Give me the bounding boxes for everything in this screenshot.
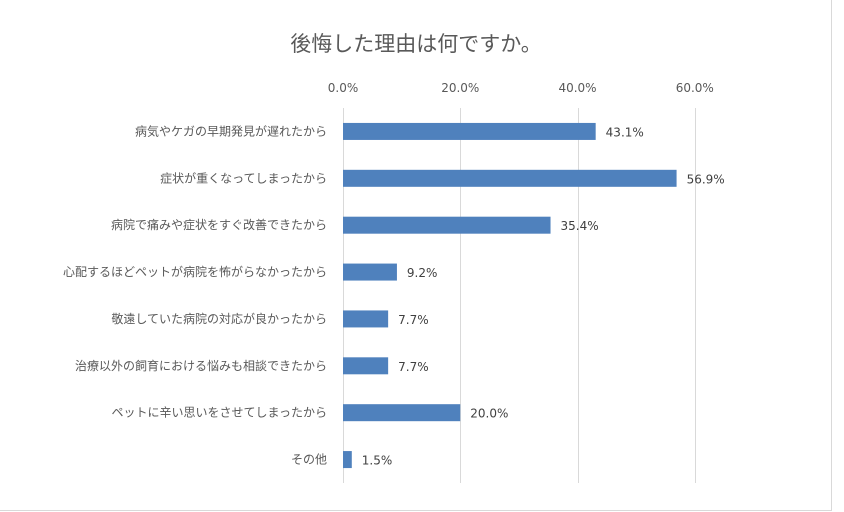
bar: [343, 451, 352, 469]
category-label: ペットに辛い思いをさせてしまったから: [111, 406, 327, 420]
data-label: 7.7%: [398, 313, 429, 327]
data-labels: 43.1% 56.9% 35.4% 9.2% 7.7% 7.7% 20.0% 1.5%: [362, 125, 725, 467]
category-label: 症状が重くなってしまったから: [160, 170, 327, 185]
category-label: 病院で痛みや症状をすぐ改善できたから: [111, 217, 327, 232]
x-tick-label: 60.0%: [676, 81, 714, 95]
x-axis-ticks: 0.0% 20.0% 40.0% 60.0%: [328, 81, 714, 95]
bar: [343, 169, 677, 187]
category-label: 治療以外の飼育における悩みも相談できたから: [75, 358, 327, 373]
data-label: 43.1%: [606, 125, 644, 139]
data-label: 7.7%: [398, 360, 429, 374]
gridlines: [343, 108, 696, 483]
chart-title: 後悔した理由は何ですか。: [290, 32, 542, 56]
data-label: 20.0%: [470, 407, 508, 421]
bar: [343, 216, 551, 234]
data-label: 9.2%: [407, 266, 438, 280]
category-label: 敬遠していた病院の対応が良かったから: [111, 311, 327, 326]
data-label: 1.5%: [362, 454, 393, 468]
category-label: その他: [291, 453, 327, 467]
bar: [343, 404, 461, 422]
bar: [343, 310, 389, 328]
x-tick-label: 40.0%: [558, 81, 596, 95]
bar: [343, 263, 397, 281]
data-label: 56.9%: [687, 172, 725, 186]
x-tick-label: 20.0%: [441, 81, 479, 95]
x-tick-label: 0.0%: [328, 81, 359, 95]
bar: [343, 357, 389, 375]
bars: [343, 122, 677, 469]
category-label: 病気やケガの早期発見が遅れたから: [135, 123, 327, 138]
bar: [343, 122, 596, 140]
category-label: 心配するほどペットが病院を怖がらなかったから: [63, 264, 327, 279]
category-labels: 病気やケガの早期発見が遅れたから症状が重くなってしまったから病院で痛みや症状をす…: [63, 123, 327, 466]
data-label: 35.4%: [561, 219, 599, 233]
